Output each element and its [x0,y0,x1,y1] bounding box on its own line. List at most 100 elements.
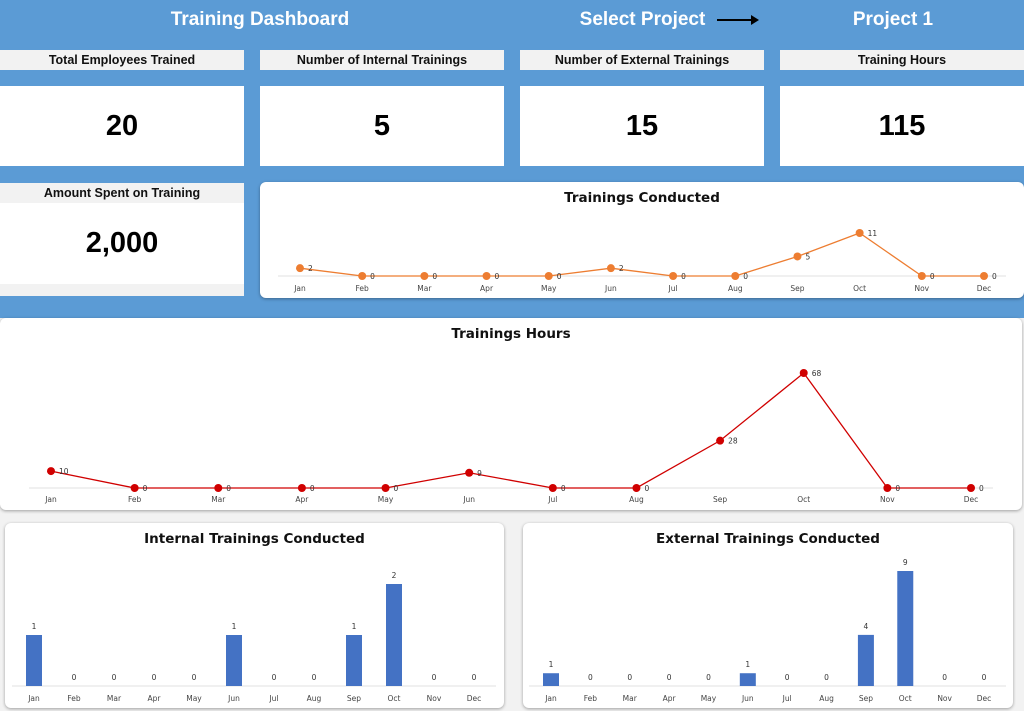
data-label: 10 [59,467,69,476]
x-tick-label: Jul [547,495,557,504]
point [358,272,367,280]
x-tick-label: Jun [604,284,617,293]
data-label: 0 [895,484,900,493]
point [606,264,615,273]
data-label: 2 [392,571,397,580]
kpi-value: 20 [0,86,244,166]
point [130,484,139,492]
x-tick-label: Sep [347,694,361,703]
x-tick-label: Apr [663,694,677,703]
x-tick-label: Apr [480,284,494,293]
point [793,252,802,261]
data-label: 0 [644,484,649,493]
data-label: 1 [549,660,554,669]
x-tick-label: May [186,694,202,703]
data-label: 0 [706,673,711,682]
bar [386,584,402,686]
data-label: 0 [192,673,197,682]
x-tick-label: Nov [880,495,895,504]
x-tick-label: Aug [629,495,644,504]
x-tick-label: Mar [107,694,122,703]
arrow [717,15,759,25]
x-tick-label: Sep [859,694,873,703]
point [917,272,926,280]
kpi-footer [0,284,244,296]
x-tick-label: Dec [964,495,979,504]
chart: External Trainings Conducted Jan Feb Mar Apr… [523,523,1013,708]
bar [26,635,42,686]
x-tick-label: Feb [584,694,598,703]
x-tick-label: Jan [544,694,557,703]
data-label: 0 [627,673,632,682]
x-tick-label: Feb [67,694,81,703]
x-tick-label: Sep [790,284,804,293]
x-tick-label: Jul [668,284,678,293]
data-label: 0 [561,484,566,493]
data-label: 0 [152,673,157,682]
point [632,484,641,492]
chart-title: Trainings Conducted [564,190,720,206]
x-tick-label: Apr [295,495,309,504]
project-selector[interactable]: Project 1 [852,9,934,30]
point [482,272,491,280]
data-label: 0 [982,673,987,682]
x-tick-label: Oct [853,284,866,293]
data-label: 0 [588,673,593,682]
point [731,272,740,280]
x-tick-label: Dec [467,694,482,703]
point [799,369,808,377]
kpi-label: Training Hours [780,50,1024,70]
x-tick-label: Jun [462,495,475,504]
x-tick-label: Jul [782,694,792,703]
data-label: 0 [226,484,231,493]
x-tick-label: Nov [914,284,929,293]
kpi-label: Amount Spent on Training [0,183,244,203]
bar [739,673,756,686]
data-label: 0 [432,673,437,682]
x-tick-label: Oct [388,694,401,703]
bar [226,635,242,686]
point [716,436,725,445]
x-tick-label: Aug [307,694,322,703]
data-label: 0 [432,272,437,281]
x-tick-label: Feb [356,284,370,293]
data-label: 0 [979,484,984,493]
point [381,484,390,492]
kpi-value: 115 [780,86,1024,166]
data-label: 0 [310,484,315,493]
data-label: 11 [868,229,878,238]
data-label: 0 [930,272,935,281]
chart-title: External Trainings Conducted [656,531,880,547]
point [214,484,223,492]
point [855,229,864,237]
x-tick-label: Dec [977,284,992,293]
x-tick-label: Jan [27,694,40,703]
x-tick-label: Aug [728,284,743,293]
data-label: 0 [667,673,672,682]
data-label: 1 [32,622,37,631]
x-tick-label: Oct [797,495,810,504]
line [299,232,984,277]
data-label: 0 [495,272,500,281]
point [669,272,678,280]
data-label: 0 [557,272,562,281]
chart-title: Trainings Hours [451,326,570,342]
x-tick-label: Aug [819,694,834,703]
data-label: 0 [942,673,947,682]
dashboard-title: Training Dashboard [170,9,350,30]
x-tick-label: Oct [899,694,912,703]
point [296,264,304,273]
point [980,272,988,280]
x-tick-label: May [701,694,717,703]
point [548,484,557,492]
data-label: 4 [864,622,869,631]
point [883,484,892,492]
x-tick-label: May [541,284,557,293]
point [544,272,553,280]
bar [897,571,914,686]
kpi-label: Number of External Trainings [520,50,764,70]
data-label: 0 [785,673,790,682]
x-tick-label: Mar [417,284,432,293]
x-tick-label: Sep [713,495,727,504]
